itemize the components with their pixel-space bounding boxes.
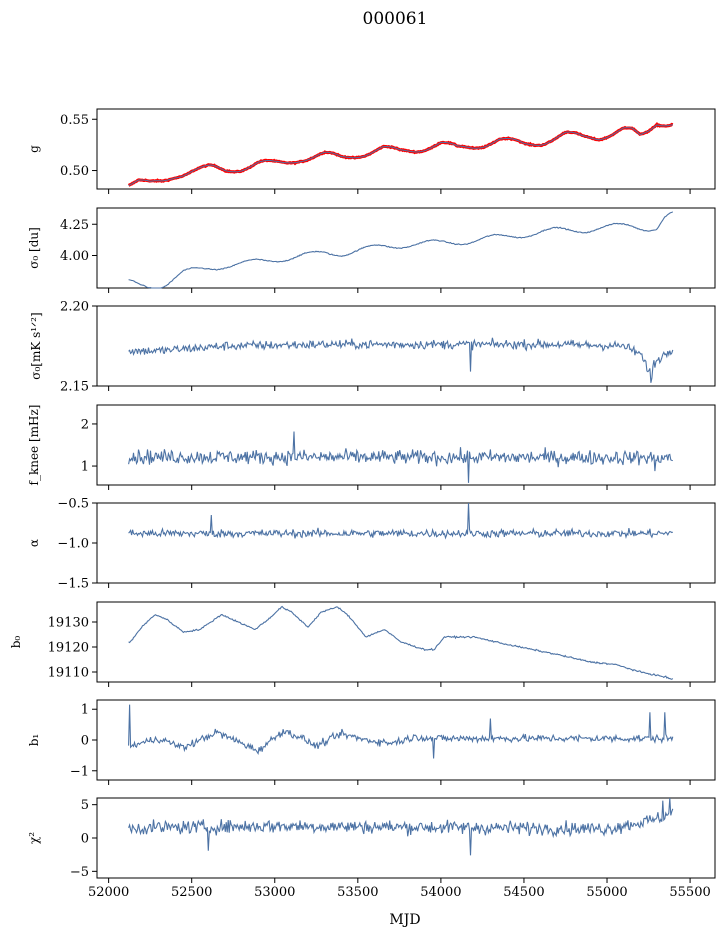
y-axis-label: g: [27, 145, 41, 153]
x-tick-label: 54000: [420, 885, 461, 900]
y-tick-label: 0.55: [60, 113, 89, 128]
series-line: [128, 211, 674, 289]
x-tick-label: 52000: [88, 885, 129, 900]
y-tick-label: 19110: [48, 666, 89, 681]
axes-frame: [96, 207, 716, 289]
panel-sigma0: 4.00 4.25 σ₀ [du]: [27, 207, 716, 293]
axes-frame: [96, 502, 716, 584]
y-tick-label: 0: [81, 832, 89, 847]
y-tick-label: 4.25: [60, 218, 89, 233]
series-line: [128, 605, 674, 680]
y-axis-label: σ₀[mK s¹ᐟ²]: [29, 312, 43, 379]
series-line: [128, 704, 674, 759]
panels: 0.50 0.55 g 4.00 4.25 σ₀ [du] 2.15 2.20 σ₀[mK s¹…: [9, 108, 716, 900]
y-tick-label: 19120: [48, 641, 89, 656]
y-tick-label: 1: [81, 703, 89, 718]
y-tick-label: 19130: [48, 616, 89, 631]
y-axis-label: b₀: [9, 636, 23, 649]
series-line: [128, 431, 673, 483]
axes-frame: [96, 404, 716, 486]
y-tick-label: 2.15: [60, 380, 89, 395]
panel-chi2: 52000 52500 53000 53500 54000 54500 55000 55500…: [27, 797, 716, 900]
y-tick-label: 0: [81, 734, 89, 749]
y-tick-label: −1.5: [57, 577, 89, 592]
panel-b0: 19110 19120 19130 b₀: [9, 601, 716, 687]
axes-frame: [96, 797, 716, 879]
y-tick-label: −1.0: [57, 537, 89, 552]
axes-frame: [96, 108, 716, 190]
x-tick-label: 55500: [669, 885, 710, 900]
figure-title: 000061: [363, 9, 428, 29]
y-tick-label: 1: [81, 460, 89, 475]
series-line-data: [127, 121, 674, 187]
y-axis-label: f_knee [mHz]: [27, 405, 41, 486]
series-line: [128, 797, 674, 856]
series-line-model: [128, 124, 673, 187]
panel-fknee: 1 2 f_knee [mHz]: [27, 404, 716, 490]
y-axis-label: α: [27, 539, 41, 547]
y-tick-label: −1: [70, 764, 89, 779]
panel-b1: −1 0 1 b₁: [27, 699, 716, 785]
x-tick-label: 54500: [503, 885, 544, 900]
panel-alpha: −1.5 −1.0 −0.5 α: [27, 497, 716, 592]
y-axis-label: σ₀ [du]: [27, 227, 41, 269]
x-tick-label: 53500: [337, 885, 378, 900]
y-tick-label: 4.00: [60, 249, 89, 264]
x-axis-label: MJD: [389, 912, 420, 928]
series-line: [128, 502, 674, 540]
panel-sigma0-sqrt: 2.15 2.20 σ₀[mK s¹ᐟ²]: [29, 300, 716, 395]
series-line: [128, 337, 674, 383]
x-tick-label: 53000: [254, 885, 295, 900]
y-tick-label: 0.50: [60, 164, 89, 179]
panel-g: 0.50 0.55 g: [27, 108, 716, 194]
x-tick-label: 52500: [171, 885, 212, 900]
axes-frame: [96, 601, 716, 683]
y-tick-label: 5: [81, 798, 89, 813]
x-tick-label: 55000: [586, 885, 627, 900]
y-axis-label: b₁: [27, 734, 41, 747]
axes-frame: [96, 305, 716, 387]
y-tick-label: −0.5: [57, 497, 89, 512]
y-tick-label: 2: [81, 417, 89, 432]
y-tick-label: −5: [70, 865, 89, 880]
y-tick-label: 2.20: [60, 300, 89, 315]
y-axis-label: χ²: [27, 832, 41, 844]
